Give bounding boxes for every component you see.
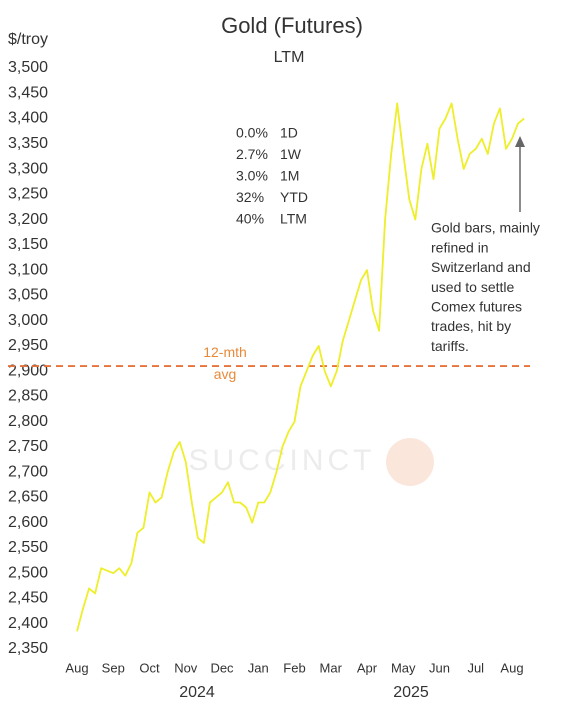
- stat-label: LTM: [280, 211, 307, 227]
- stat-label: YTD: [280, 189, 308, 205]
- x-tick-label: Oct: [139, 660, 160, 675]
- y-tick-label: 3,000: [8, 312, 48, 329]
- x-tick-label: Dec: [210, 660, 234, 675]
- year-label: 2024: [179, 684, 215, 701]
- y-tick-label: 2,850: [8, 388, 48, 405]
- y-tick-label: 3,450: [8, 84, 48, 101]
- annotation: refined in: [431, 239, 489, 255]
- y-tick-label: 2,450: [8, 590, 48, 607]
- watermark-logo: [386, 438, 434, 486]
- price-line: [76, 102, 525, 632]
- x-tick-label: Aug: [500, 660, 523, 675]
- stat-value: 2.7%: [236, 146, 268, 162]
- y-tick-label: 3,150: [8, 236, 48, 253]
- annotation: Switzerland and: [431, 259, 531, 275]
- x-tick-label: Mar: [320, 660, 343, 675]
- x-tick-label: May: [391, 660, 416, 675]
- annotation: Gold bars, mainly: [431, 220, 540, 236]
- stat-label: 1D: [280, 125, 298, 141]
- stat-value: 40%: [236, 211, 264, 227]
- y-axis-label: $/troy: [8, 31, 48, 48]
- x-tick-label: Jan: [248, 660, 269, 675]
- annotation: trades, hit by: [431, 318, 511, 334]
- annotation-arrowhead: [515, 136, 525, 147]
- y-tick-label: 2,950: [8, 337, 48, 354]
- x-tick-label: Nov: [174, 660, 198, 675]
- y-tick-label: 3,200: [8, 211, 48, 228]
- y-tick-label: 2,350: [8, 640, 48, 657]
- x-tick-label: Jul: [467, 660, 484, 675]
- stat-value: 32%: [236, 189, 264, 205]
- y-tick-label: 3,300: [8, 160, 48, 177]
- stat-label: 1W: [280, 146, 302, 162]
- y-tick-label: 2,750: [8, 438, 48, 455]
- annotation: Comex futures: [431, 299, 522, 315]
- stat-value: 3.0%: [236, 168, 268, 184]
- y-tick-label: 3,500: [8, 59, 48, 76]
- annotation: tariffs.: [431, 338, 469, 354]
- y-tick-label: 3,350: [8, 135, 48, 152]
- stat-label: 1M: [280, 168, 299, 184]
- x-tick-label: Apr: [357, 660, 378, 675]
- x-tick-label: Jun: [429, 660, 450, 675]
- reference-label: avg: [214, 366, 237, 382]
- y-tick-label: 3,100: [8, 261, 48, 278]
- y-tick-label: 3,400: [8, 110, 48, 127]
- annotation: used to settle: [431, 279, 514, 295]
- y-tick-label: 2,800: [8, 413, 48, 430]
- x-tick-label: Aug: [65, 660, 88, 675]
- x-tick-label: Feb: [283, 660, 305, 675]
- y-tick-label: 2,600: [8, 514, 48, 531]
- y-tick-label: 2,500: [8, 564, 48, 581]
- chart-subtitle: LTM: [274, 49, 305, 66]
- y-tick-label: 2,900: [8, 362, 48, 379]
- y-tick-label: 2,700: [8, 463, 48, 480]
- reference-label: 12-mth: [203, 344, 247, 360]
- year-label: 2025: [393, 684, 429, 701]
- chart-title: Gold (Futures): [221, 13, 363, 38]
- y-tick-label: 3,050: [8, 287, 48, 304]
- y-tick-label: 2,650: [8, 489, 48, 506]
- y-tick-label: 3,250: [8, 186, 48, 203]
- y-tick-label: 2,400: [8, 615, 48, 632]
- stat-value: 0.0%: [236, 125, 268, 141]
- x-tick-label: Sep: [102, 660, 125, 675]
- y-tick-label: 2,550: [8, 539, 48, 556]
